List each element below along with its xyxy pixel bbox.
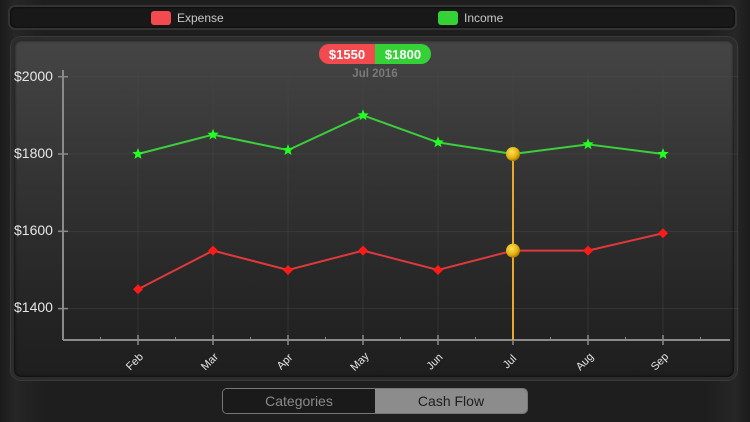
diamond-marker-icon — [583, 245, 593, 256]
diamond-marker-icon — [133, 284, 143, 295]
tooltip-income-value: $1800 — [375, 44, 431, 64]
legend-bar: Expense Income — [8, 5, 737, 30]
expense-line — [137, 232, 664, 291]
chart-panel[interactable] — [11, 37, 737, 380]
income-swatch-icon — [438, 11, 458, 25]
diamond-marker-icon — [208, 245, 218, 256]
value-tooltip: $1550 $1800 — [319, 44, 431, 64]
y-tick-label: $1800 — [14, 145, 53, 161]
tooltip-period: Jul 2016 — [352, 68, 398, 80]
star-marker-icon — [132, 148, 144, 159]
segment-categories[interactable]: Categories — [223, 389, 375, 413]
diamond-marker-icon — [283, 264, 293, 275]
diamond-marker-icon — [658, 228, 668, 239]
segment-cash-flow[interactable]: Cash Flow — [375, 389, 527, 413]
diamond-marker-icon — [358, 245, 368, 256]
star-marker-icon — [357, 109, 369, 121]
tooltip-expense-value: $1550 — [319, 44, 375, 64]
y-tick-label: $1600 — [14, 222, 53, 238]
highlight-dot-icon — [506, 243, 520, 258]
star-marker-icon — [432, 136, 444, 148]
star-marker-icon — [582, 138, 594, 150]
star-marker-icon — [282, 144, 294, 155]
legend-item-income[interactable]: Income — [438, 11, 503, 25]
legend-label-expense: Expense — [177, 11, 224, 25]
legend-label-income: Income — [464, 11, 504, 25]
y-tick-label: $2000 — [14, 68, 53, 84]
highlight-dot-icon — [506, 147, 520, 161]
legend-item-expense[interactable]: Expense — [151, 11, 224, 25]
star-marker-icon — [207, 128, 219, 140]
expense-swatch-icon — [151, 11, 171, 25]
view-segmented-control: Categories Cash Flow — [222, 388, 528, 414]
star-marker-icon — [657, 148, 669, 159]
income-line — [137, 114, 664, 156]
y-tick-label: $1400 — [14, 299, 53, 315]
diamond-marker-icon — [433, 264, 443, 275]
